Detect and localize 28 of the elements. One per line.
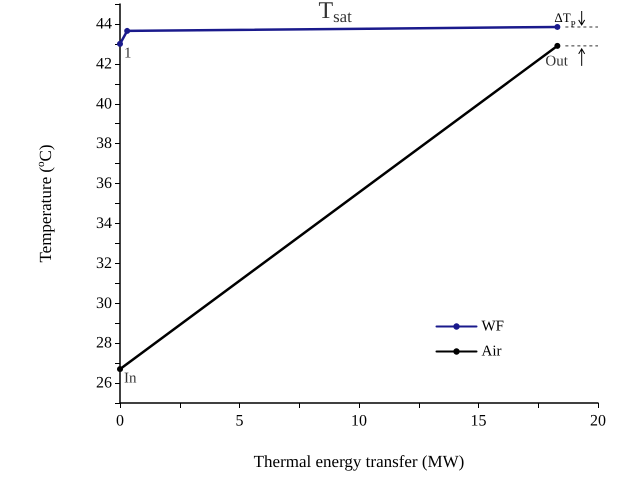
point	[554, 42, 560, 49]
point	[117, 40, 123, 47]
x-tick-label: 15	[470, 412, 486, 430]
point	[117, 366, 123, 372]
y-tick-label: 40	[96, 95, 112, 112]
y-tick-label: 38	[96, 135, 112, 152]
y-tick-label: 42	[96, 55, 112, 72]
y-tick-label: 26	[96, 374, 112, 392]
y-tick-label: 36	[96, 175, 112, 192]
y-tick-label: 30	[96, 294, 112, 312]
y-tick-label: 44	[96, 15, 112, 32]
y-tick-label: 32	[96, 254, 112, 272]
x-tick-label: 5	[236, 412, 244, 430]
legend-label: Air	[482, 344, 502, 360]
y-axis-title: Temperature (oC)	[35, 144, 55, 263]
annotation: In	[124, 370, 137, 387]
annotation: ΔT$_{P}$	[554, 10, 576, 29]
annotation: 1	[124, 45, 132, 62]
y-tick-label: 28	[96, 334, 112, 352]
x-tick-label: 0	[116, 412, 124, 430]
annotation: Out	[545, 53, 569, 70]
y-tick-label: 34	[96, 214, 112, 232]
point	[124, 28, 130, 34]
legend-label: WF	[482, 318, 504, 334]
x-tick-label: 10	[351, 412, 367, 430]
x-tick-label: 20	[590, 412, 606, 430]
x-axis-title: Thermal energy transfer (MW)	[254, 452, 464, 471]
point	[554, 24, 560, 30]
